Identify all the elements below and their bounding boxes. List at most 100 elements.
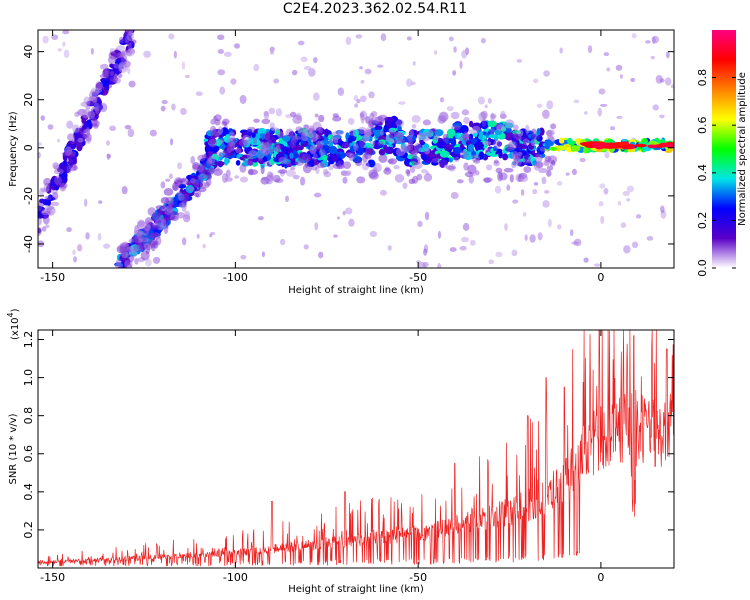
spectrogram-point xyxy=(547,218,552,228)
spectrogram-point xyxy=(66,120,74,129)
spectrogram-point xyxy=(139,237,149,243)
spectrogram-point xyxy=(359,95,367,103)
spectrogram-point xyxy=(630,77,636,83)
spectrogram-point xyxy=(518,143,524,150)
spectrogram-point xyxy=(448,157,453,163)
spectrogram-point xyxy=(126,31,135,42)
spectrogram-point xyxy=(160,181,166,189)
spectrogram-point xyxy=(496,148,503,153)
spectrogram-point xyxy=(300,132,309,142)
spectrogram-point xyxy=(103,243,111,249)
spectrogram-point xyxy=(102,69,109,77)
spectrogram-point xyxy=(436,140,447,149)
spectrogram-point xyxy=(312,153,318,160)
spectrogram-point xyxy=(345,36,352,46)
spectrogram-point xyxy=(393,165,400,170)
spectrogram-point xyxy=(432,134,440,141)
spectrogram-point xyxy=(665,51,670,59)
spectrogram-point xyxy=(51,192,59,201)
spectrogram-point xyxy=(46,205,56,216)
spectrogram-point xyxy=(418,261,426,268)
spectrogram-point xyxy=(542,109,550,119)
spectrogram-point xyxy=(348,218,355,227)
spectrogram-point xyxy=(126,254,135,263)
spectrogram-point xyxy=(160,218,167,229)
spectrogram-point xyxy=(424,147,431,155)
spectrogram-point xyxy=(90,47,94,55)
spectrogram-point xyxy=(109,63,114,68)
spectrogram-point xyxy=(62,30,70,35)
spectrogram-point xyxy=(38,205,42,212)
spectrogram-point xyxy=(355,34,363,39)
spectrogram-point xyxy=(109,76,119,83)
spectrogram-point xyxy=(187,186,195,192)
colorbar-tick-label: 0.2 xyxy=(696,212,709,230)
spectrogram-point xyxy=(95,80,103,91)
spectrogram-point xyxy=(496,124,505,132)
x-tick-label: -150 xyxy=(40,571,65,584)
spectrogram-point xyxy=(456,179,464,184)
spectrogram-frame xyxy=(37,29,675,269)
spectrogram-point xyxy=(213,168,223,176)
spectrogram-point xyxy=(172,182,180,192)
spectrogram-point xyxy=(168,33,175,40)
x-tick-label: 0 xyxy=(597,571,604,584)
spectrogram-point xyxy=(252,137,257,145)
spectrogram-point xyxy=(359,138,367,149)
spectrogram-point xyxy=(337,130,345,135)
spectrogram-point xyxy=(616,115,623,120)
spectrogram-point xyxy=(583,146,589,154)
spectrogram-point xyxy=(579,141,594,146)
spectrogram-point xyxy=(194,192,200,198)
spectrogram-point xyxy=(509,174,514,183)
spectrogram-point xyxy=(126,20,135,25)
colorbar-tick-label: 0.4 xyxy=(696,164,709,182)
spectrogram-point xyxy=(368,169,378,179)
spectrogram-point xyxy=(171,103,176,111)
spectrogram-point xyxy=(480,37,486,44)
spectrogram-point xyxy=(197,165,207,174)
spectrogram-point xyxy=(257,152,264,162)
spectrogram-point xyxy=(348,152,355,161)
spectrogram-point xyxy=(520,189,525,196)
spectrogram-point xyxy=(409,129,415,137)
spectrogram-point xyxy=(559,47,563,54)
spectrogram-point xyxy=(439,97,445,103)
spectrogram-point xyxy=(410,151,418,157)
spectrogram-point xyxy=(369,230,378,238)
spectrogram-point xyxy=(259,144,267,154)
spectrogram-point xyxy=(215,161,225,167)
spectrogram-point xyxy=(108,51,118,60)
spectrogram-point xyxy=(538,168,548,174)
snr-line xyxy=(38,330,674,567)
y-tick-label: 20 xyxy=(22,93,35,107)
spectrogram-point xyxy=(262,160,273,167)
spectrogram-point xyxy=(125,23,131,28)
colorbar-ticks: 0.0 0.2 0.4 0.6 0.8 xyxy=(696,69,736,277)
spectrogram-point xyxy=(421,169,428,174)
spectrogram-point xyxy=(534,153,543,163)
y-tick-label: 1.2 xyxy=(22,331,35,349)
spectrogram-point xyxy=(66,158,74,164)
spectrogram-plot: -150 -100 -50 0 -40 -20 0 20 40 Height of straig… xyxy=(8,20,748,296)
spectrogram-point xyxy=(342,210,346,216)
spectrogram-point xyxy=(324,128,329,138)
spectrogram-point xyxy=(598,88,606,95)
spectrogram-point xyxy=(86,110,96,120)
spectrogram-point xyxy=(377,64,384,68)
spectrogram-point xyxy=(87,119,92,129)
spectrogram-point xyxy=(262,156,268,163)
spectrogram-point xyxy=(361,160,370,171)
spectrogram-point xyxy=(309,159,315,168)
spectrogram-point xyxy=(53,168,64,175)
spectrogram-point xyxy=(603,187,609,195)
spectrogram-point xyxy=(215,151,226,157)
spectrogram-point xyxy=(318,149,326,157)
spectrogram-point xyxy=(439,114,448,121)
spectrogram-point xyxy=(484,104,488,109)
spectrogram-point xyxy=(42,35,49,44)
spectrogram-point xyxy=(635,214,642,219)
spectrogram-point xyxy=(546,100,554,110)
spectrogram-point xyxy=(453,156,460,162)
spectrogram-point xyxy=(300,56,308,63)
